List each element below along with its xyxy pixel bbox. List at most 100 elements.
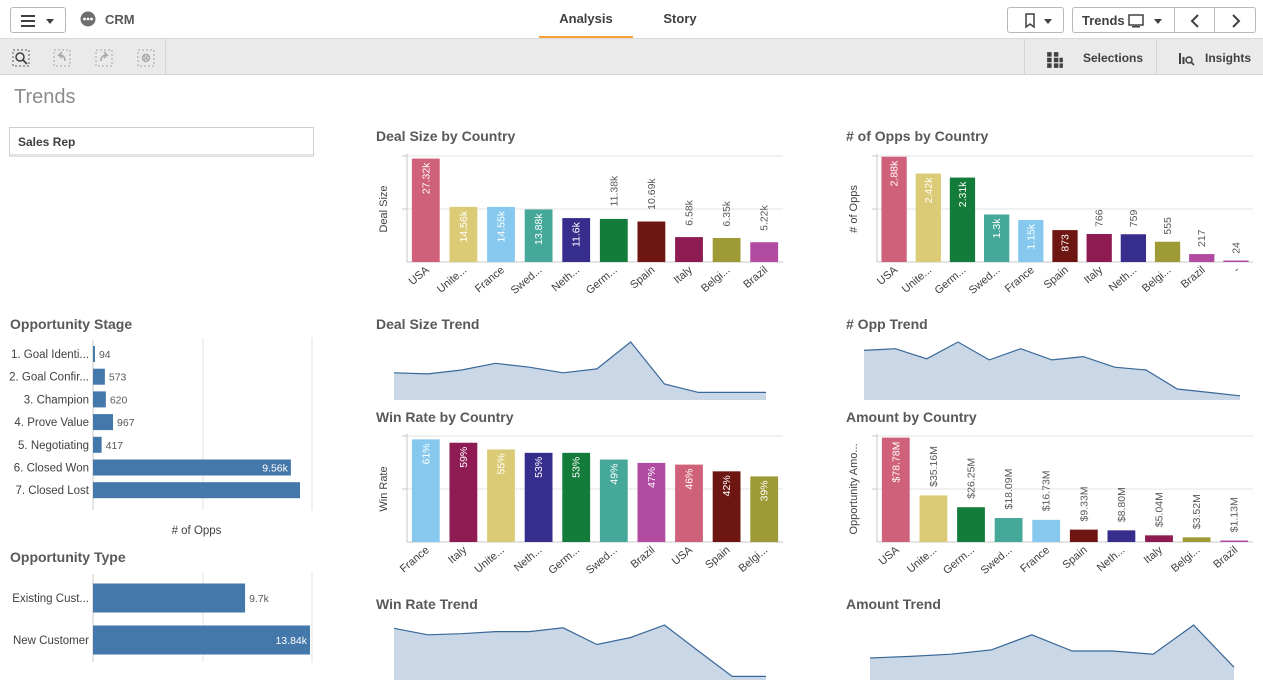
bar [599, 218, 628, 262]
x-tick-label: Italy [1142, 544, 1166, 566]
step-forward-icon[interactable] [95, 49, 113, 67]
opps-by-country-chart[interactable]: # of Opps 2.88k USA 2.42k Unite... 2.31k Germ.… [840, 150, 1260, 300]
opportunity-type-chart[interactable]: Existing Cust... 9.7k New Customer 13.84k [0, 572, 320, 667]
x-tick-label: France [1003, 264, 1037, 295]
trend-line [863, 341, 1241, 397]
y-axis-label: Opportunity Amo... [848, 443, 860, 534]
tab-analysis[interactable]: Analysis [539, 0, 633, 38]
step-back-icon[interactable] [53, 49, 71, 67]
x-tick-label: Brazil [1211, 544, 1240, 571]
insights-button[interactable]: Insights [1205, 51, 1252, 65]
bar-value-label: 5.22k [759, 204, 771, 230]
win-rate-by-country-chart[interactable]: Win Rate 61% France 59% Italy 55% Unite... 53% N… [370, 432, 790, 582]
x-tick-label: Italy [672, 264, 696, 286]
bar-value-label: 42% [721, 475, 733, 496]
bar [524, 209, 553, 262]
bar [750, 242, 779, 262]
bar-value-label: 967 [117, 417, 135, 429]
x-tick-label: Neth... [1107, 264, 1140, 294]
bar-value-label: 53% [571, 457, 583, 478]
bar-value-label: 217 [1196, 229, 1208, 247]
bar [957, 507, 985, 542]
category-label: New Customer [13, 635, 89, 647]
bar-value-label: 1.15k [1025, 223, 1037, 249]
bar-value-label: 766 [1094, 209, 1106, 227]
bar [1018, 219, 1044, 262]
next-sheet-button[interactable] [1214, 7, 1256, 33]
bar-value-label: 9.56k [262, 463, 288, 475]
bar-value-label: 10.69k [646, 178, 658, 210]
x-tick-label: Spain [1042, 264, 1071, 291]
tab-story[interactable]: Story [663, 11, 697, 26]
bar-value-label: 1.3k [991, 218, 1003, 239]
bar-value-label: $18.09M [1003, 469, 1015, 510]
bar-value-label: $5.04M [1154, 492, 1166, 527]
area-fill [870, 625, 1234, 680]
x-tick-label: Brazil [1179, 264, 1208, 291]
y-axis-label: Deal Size [378, 185, 390, 232]
previous-sheet-button[interactable] [1174, 7, 1215, 33]
smart-search-icon[interactable] [12, 49, 30, 67]
x-tick-label: Belgi... [1140, 264, 1173, 295]
navigation-menu-button[interactable] [10, 7, 66, 33]
bar-value-label: 6.58k [684, 199, 696, 225]
opp-trend-chart[interactable] [863, 338, 1241, 400]
x-tick-label: Brazil [741, 264, 770, 291]
bar [994, 518, 1023, 542]
selections-button[interactable]: Selections [1083, 51, 1144, 65]
bar [637, 221, 666, 262]
bar [712, 237, 741, 262]
bar-value-label: 55% [496, 453, 508, 474]
deal-size-trend-chart[interactable] [393, 338, 766, 400]
bar [411, 439, 440, 542]
x-tick-label: - [1231, 264, 1242, 276]
x-tick-label: Unite... [900, 264, 934, 296]
amount-trend-title: Amount Trend [846, 596, 941, 612]
bookmark-button[interactable] [1007, 7, 1064, 33]
filter-label: Sales Rep [18, 135, 76, 149]
win-rate-trend-chart[interactable] [393, 620, 766, 680]
amount-by-country-chart[interactable]: Opportunity Amo... $78.78M USA $35.16M Unite… [840, 432, 1260, 582]
x-tick-label: Swed... [584, 544, 620, 577]
opportunity-stage-chart[interactable]: 1. Goal Identi... 94 2. Goal Confir... 573 3… [0, 338, 320, 543]
sales-rep-filter[interactable]: Sales Rep [9, 127, 314, 157]
x-tick-label: Unite... [473, 544, 507, 576]
bar [524, 452, 553, 542]
bar [1069, 529, 1098, 542]
deal-size-by-country-title: Deal Size by Country [376, 128, 516, 144]
x-tick-label: Neth... [512, 544, 545, 574]
win-rate-by-country-title: Win Rate by Country [376, 409, 514, 425]
y-axis-label: # of Opps [848, 185, 860, 233]
bar [881, 156, 907, 262]
bar [881, 437, 910, 542]
bar-value-label: 11.38k [608, 175, 620, 206]
sheet-selector-button[interactable]: Trends [1072, 7, 1175, 33]
insights-icon[interactable] [1177, 50, 1195, 68]
x-axis-label: # of Opps [172, 525, 222, 537]
opp-trend-title: # Opp Trend [846, 316, 928, 332]
bar-value-label: 39% [759, 480, 771, 501]
bar [93, 459, 291, 476]
category-label: 7. Closed Lost [15, 485, 89, 497]
x-tick-label: Spain [703, 544, 732, 571]
bar [675, 237, 703, 262]
bar [562, 452, 591, 542]
x-tick-label: USA [670, 544, 696, 568]
deal-size-by-country-chart[interactable]: Deal Size 27.32k USA 14.56k Unite... 14.55k Fr… [370, 150, 790, 300]
bar [93, 368, 105, 385]
bar [93, 482, 300, 499]
x-tick-label: Belgi... [1169, 544, 1202, 575]
clear-selections-icon[interactable] [137, 49, 155, 67]
bar [487, 206, 515, 262]
selections-grid-icon[interactable] [1046, 51, 1064, 69]
bar-value-label: 49% [608, 464, 620, 485]
bar-value-label: $9.33M [1078, 486, 1090, 521]
bar-value-label: 61% [420, 443, 432, 464]
x-tick-label: Neth... [1095, 544, 1128, 574]
chevron-down-icon [1154, 19, 1162, 24]
bar [1052, 230, 1078, 262]
x-tick-label: Italy [446, 544, 470, 566]
chevron-right-icon [1232, 14, 1241, 28]
bar-value-label: 24 [1230, 242, 1242, 254]
amount-trend-chart[interactable] [869, 620, 1235, 680]
